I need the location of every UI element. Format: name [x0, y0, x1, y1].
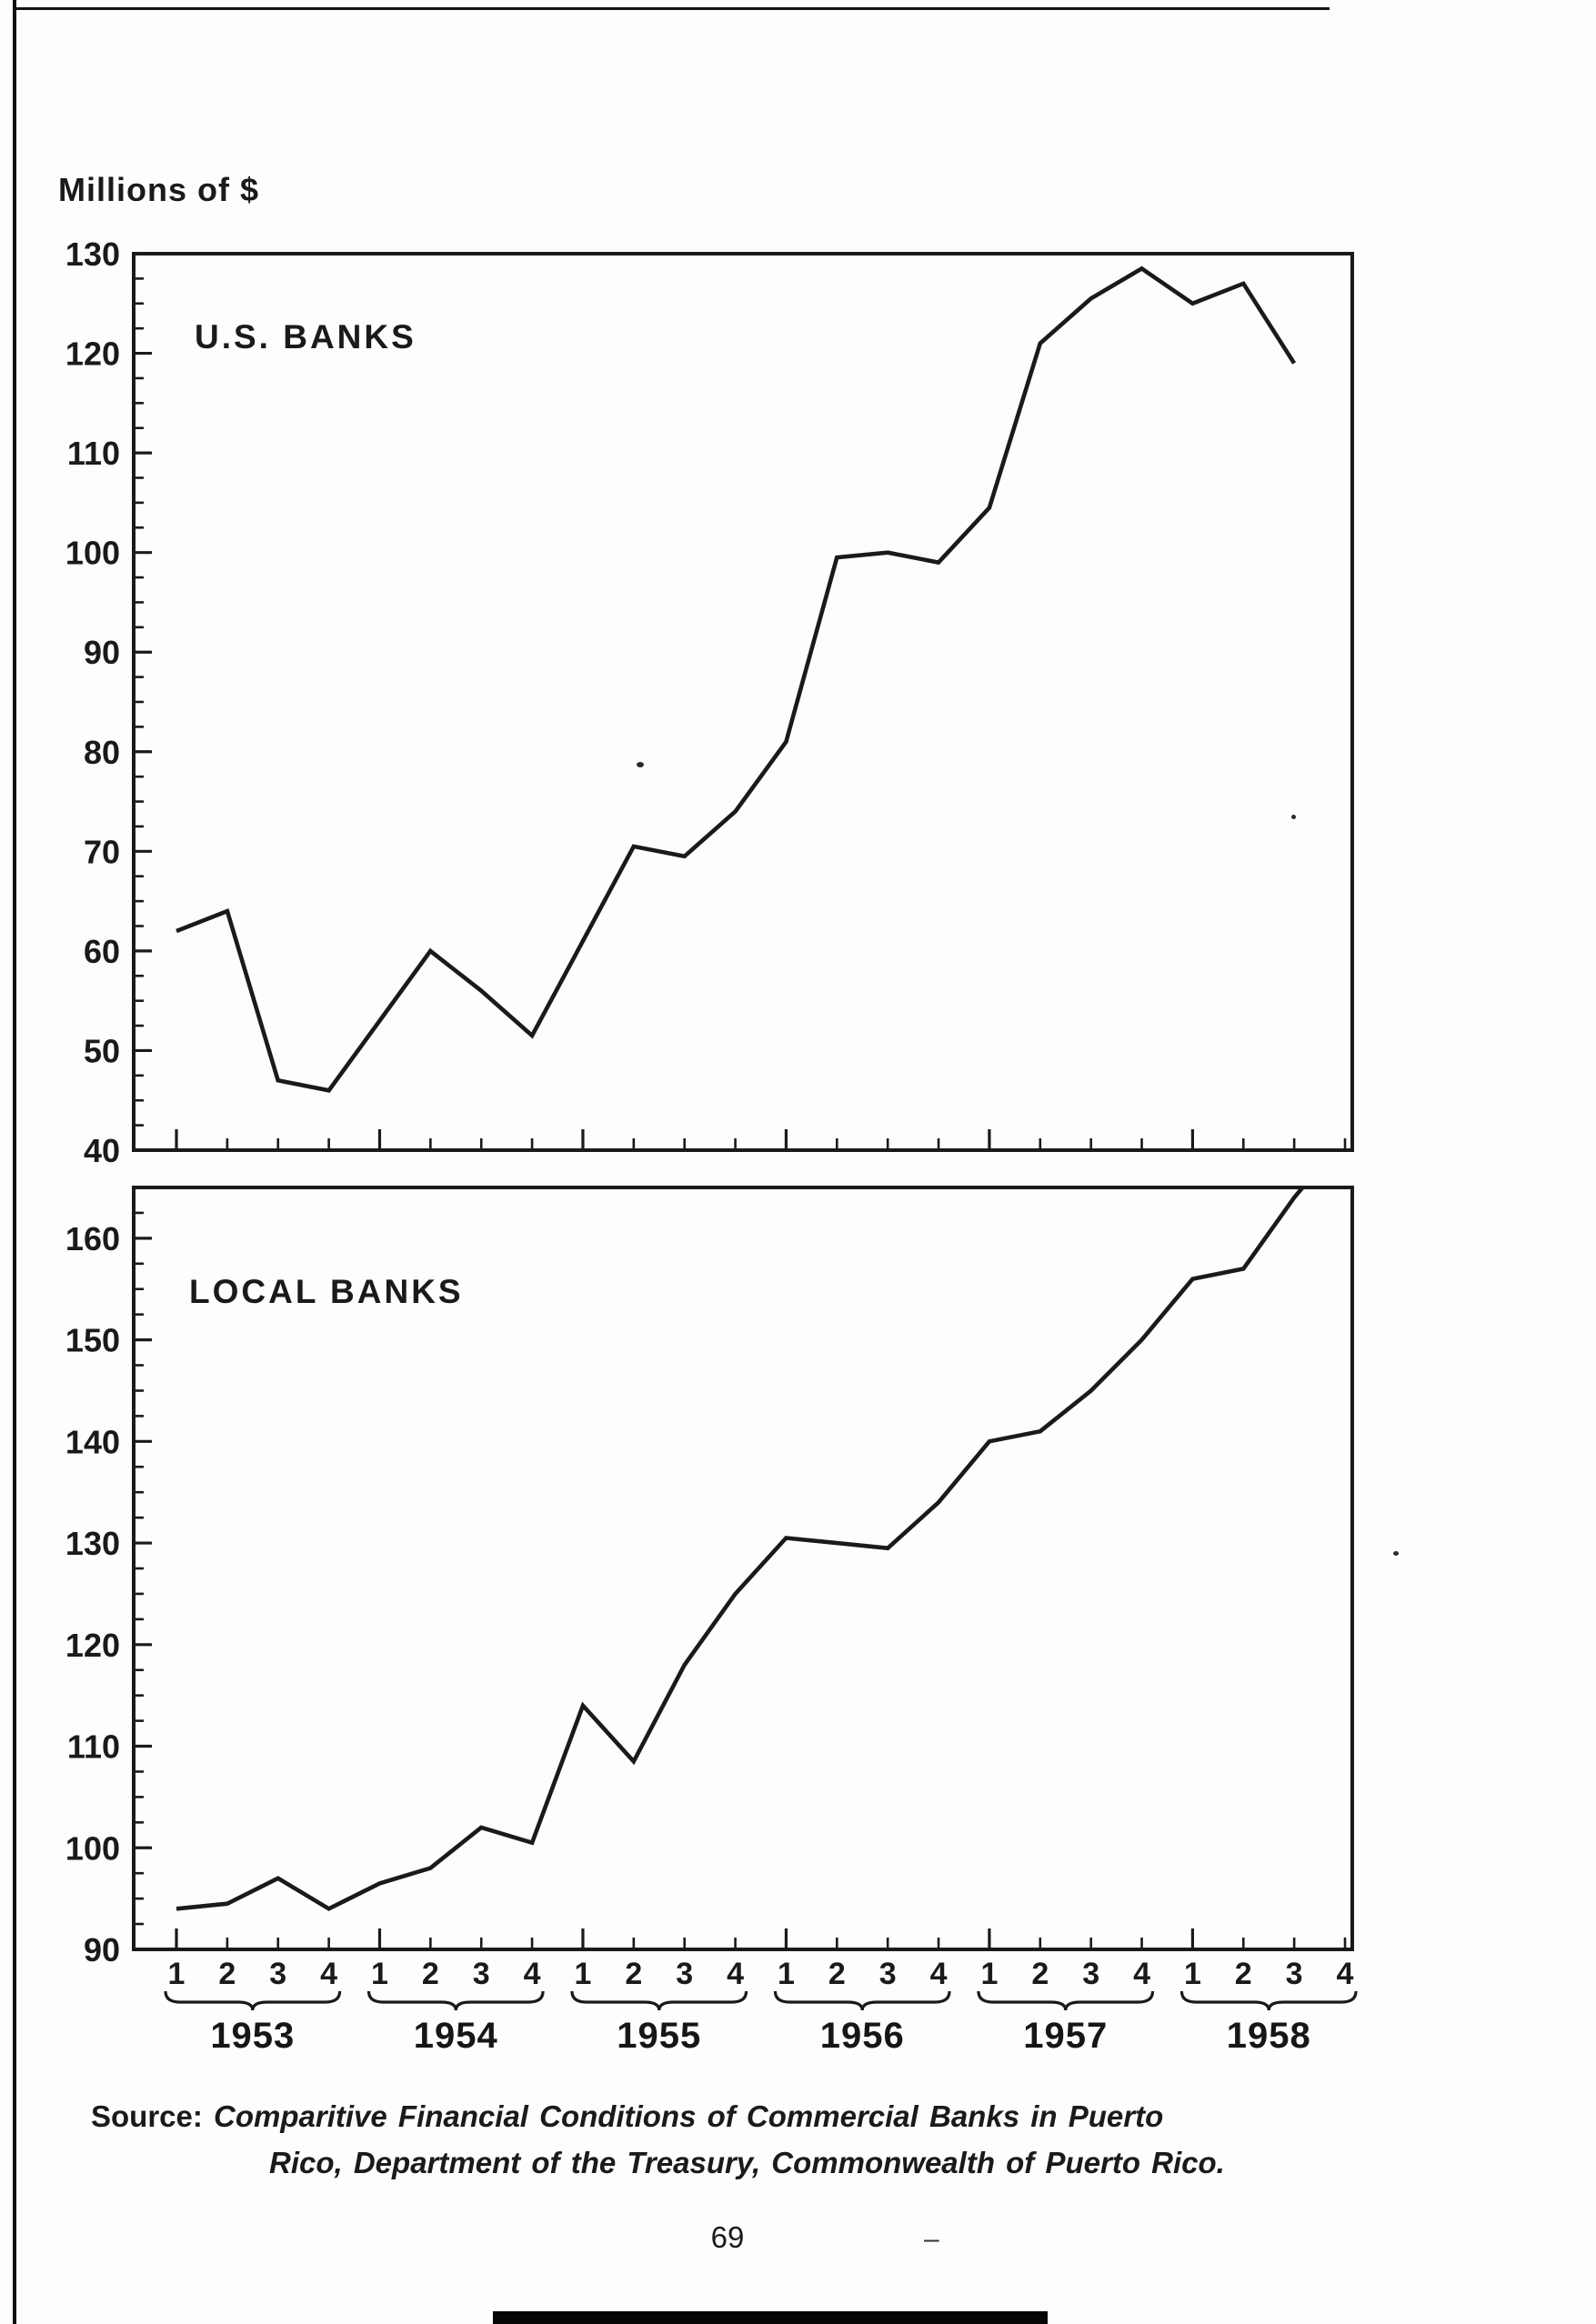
svg-text:3: 3 [676, 1957, 693, 1991]
svg-text:1: 1 [371, 1957, 388, 1991]
svg-text:3: 3 [1082, 1957, 1099, 1991]
svg-text:120: 120 [65, 1627, 120, 1664]
scan-speck [637, 762, 644, 767]
svg-text:2: 2 [828, 1957, 846, 1991]
page-border-left [13, 0, 16, 2324]
scan-artifact-dash: – [924, 2224, 939, 2254]
svg-text:1: 1 [168, 1957, 186, 1991]
svg-text:160: 160 [65, 1220, 120, 1257]
svg-text:1958: 1958 [1227, 2016, 1311, 2056]
svg-text:70: 70 [84, 833, 120, 870]
svg-text:1: 1 [980, 1957, 998, 1991]
page-border-top [13, 7, 1330, 10]
source-title-line1: Comparitive Financial Conditions of Comm… [214, 2099, 1164, 2133]
svg-text:1953: 1953 [210, 2016, 295, 2056]
source-line-1: Source: Comparitive Financial Conditions… [91, 2093, 1382, 2139]
svg-text:1957: 1957 [1023, 2016, 1108, 2056]
svg-text:150: 150 [65, 1322, 120, 1359]
svg-text:100: 100 [65, 535, 120, 572]
svg-text:4: 4 [727, 1957, 744, 1991]
svg-text:60: 60 [84, 933, 120, 970]
svg-text:50: 50 [84, 1032, 120, 1069]
svg-text:80: 80 [84, 734, 120, 771]
svg-text:4: 4 [1337, 1957, 1354, 1991]
svg-text:4: 4 [524, 1957, 541, 1991]
svg-text:1956: 1956 [820, 2016, 905, 2056]
scan-speck [1291, 815, 1296, 819]
svg-text:3: 3 [879, 1957, 897, 1991]
svg-text:2: 2 [1031, 1957, 1049, 1991]
svg-text:2: 2 [218, 1957, 236, 1991]
svg-text:40: 40 [84, 1132, 120, 1169]
svg-text:1955: 1955 [617, 2016, 701, 2056]
svg-text:130: 130 [65, 235, 120, 273]
svg-text:110: 110 [67, 1728, 120, 1766]
scan-artifact-bar [493, 2311, 1048, 2324]
svg-text:3: 3 [269, 1957, 286, 1991]
svg-text:2: 2 [1235, 1957, 1252, 1991]
svg-text:100: 100 [65, 1829, 120, 1867]
svg-text:4: 4 [930, 1957, 948, 1991]
svg-text:90: 90 [84, 1931, 120, 1968]
source-citation: Source: Comparitive Financial Conditions… [91, 2093, 1382, 2187]
page-number: 69 [710, 2220, 745, 2254]
svg-text:2: 2 [422, 1957, 439, 1991]
svg-text:2: 2 [625, 1957, 642, 1991]
source-label: Source: [91, 2099, 203, 2133]
axis-unit-label: Millions of $ [58, 171, 260, 208]
svg-text:4: 4 [320, 1957, 337, 1991]
us-banks-chart-title: U.S. BANKS [195, 318, 417, 356]
svg-text:120: 120 [65, 336, 120, 373]
svg-text:130: 130 [65, 1525, 120, 1562]
svg-text:3: 3 [1286, 1957, 1303, 1991]
svg-text:110: 110 [67, 435, 120, 472]
svg-text:1: 1 [778, 1957, 795, 1991]
source-title-line2: Rico, Department of the Treasury, Common… [269, 2146, 1225, 2180]
scan-speck [1393, 1551, 1399, 1556]
svg-text:1: 1 [574, 1957, 591, 1991]
svg-text:3: 3 [473, 1957, 490, 1991]
svg-text:4: 4 [1133, 1957, 1150, 1991]
svg-text:90: 90 [84, 634, 120, 671]
local-banks-chart-title: LOCAL BANKS [189, 1273, 464, 1310]
svg-text:1: 1 [1184, 1957, 1201, 1991]
svg-text:1954: 1954 [414, 2016, 498, 2056]
svg-text:140: 140 [65, 1423, 120, 1460]
